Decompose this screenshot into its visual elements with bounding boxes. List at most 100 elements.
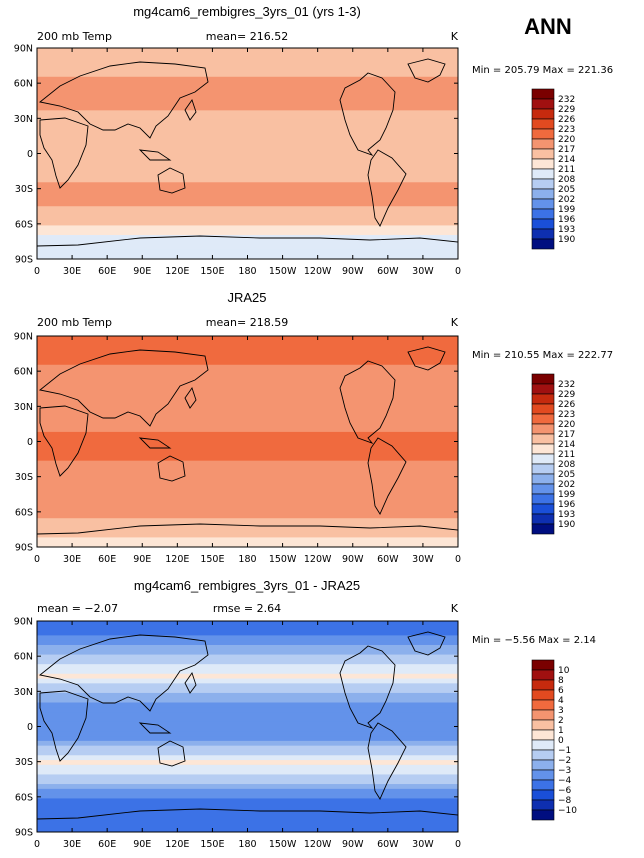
y-tick-label: 0 (27, 437, 33, 448)
map-band (37, 707, 458, 713)
map-band (37, 644, 458, 651)
map-band (37, 388, 458, 395)
colorbar-box (531, 493, 555, 505)
colorbar-box (531, 769, 555, 781)
colorbar-box (531, 799, 555, 811)
colorbar-box (531, 413, 555, 425)
map-band (37, 57, 458, 63)
colorbar-label: 2 (558, 716, 564, 726)
map-band (37, 412, 458, 419)
colorbar-label: −4 (558, 776, 572, 786)
map-band (37, 124, 458, 131)
colorbar-label: 0 (558, 736, 564, 746)
map-band (37, 475, 458, 481)
map-band (37, 115, 458, 121)
x-tick-label: 120W (304, 554, 332, 565)
map-band (37, 196, 458, 203)
map-band (37, 191, 458, 198)
map-band (37, 479, 458, 486)
colorbar-label: 229 (558, 105, 575, 115)
map-band (37, 788, 458, 795)
map-band (37, 225, 458, 231)
colorbar-label: 1 (558, 726, 564, 736)
colorbar-box (531, 523, 555, 535)
panel-3-units: K (451, 602, 459, 615)
y-tick-label: 30N (14, 402, 33, 413)
x-tick-label: 30W (412, 266, 434, 277)
colorbar-box (531, 443, 555, 455)
colorbar-label: 214 (558, 155, 575, 165)
map-band (37, 172, 458, 179)
map-band (37, 678, 458, 684)
y-tick-label: 60S (15, 792, 33, 803)
y-tick-label: 30N (14, 687, 33, 698)
map-band (37, 220, 458, 227)
y-tick-label: 90S (15, 543, 33, 554)
map-band (37, 692, 458, 699)
map-band (37, 67, 458, 73)
colorbar-label: 211 (558, 450, 575, 460)
map-band (37, 244, 458, 251)
colorbar-label: 223 (558, 410, 575, 420)
colorbar-label: 193 (558, 225, 575, 235)
map-band (37, 455, 458, 462)
colorbar-label: 193 (558, 510, 575, 520)
map-band (37, 359, 458, 366)
panel-1-title: mg4cam6_rembigres_3yrs_01 (yrs 1-3) (133, 4, 361, 19)
panel-1-colorbar: 2322292262232202172142112082052021991961… (531, 88, 575, 250)
colorbar-label: 220 (558, 135, 575, 145)
colorbar-label: 232 (558, 380, 575, 390)
map-band (37, 379, 458, 385)
map-band (37, 62, 458, 68)
colorbar-box (531, 383, 555, 395)
colorbar-label: 205 (558, 470, 575, 480)
map-band (37, 764, 458, 771)
map-band (37, 745, 458, 752)
panel-1-units: K (451, 30, 459, 43)
map-band (37, 654, 458, 660)
map-band (37, 740, 458, 747)
colorbar-box (531, 118, 555, 130)
map-band (37, 143, 458, 150)
colorbar-label: 202 (558, 195, 575, 205)
map-band (37, 817, 458, 824)
colorbar-box (531, 128, 555, 140)
map-band (37, 446, 458, 452)
map-band (37, 721, 458, 728)
y-tick-label: 90N (14, 44, 33, 55)
colorbar-box (531, 709, 555, 721)
map-band (37, 822, 458, 828)
panel-2-mean: mean= 218.59 (206, 316, 288, 329)
x-tick-label: 60W (377, 839, 399, 850)
season-label: ANN (524, 14, 572, 39)
panel-1-mean: mean= 216.52 (206, 30, 288, 43)
map-band (37, 206, 458, 212)
colorbar-label: 199 (558, 205, 575, 215)
colorbar-label: 196 (558, 500, 575, 510)
map-band (37, 158, 458, 164)
map-band (37, 793, 458, 800)
x-tick-label: 30E (63, 839, 81, 850)
y-tick-label: 0 (27, 722, 33, 733)
map-band (37, 403, 458, 409)
map-band (37, 374, 458, 380)
x-tick-label: 150E (200, 554, 224, 565)
colorbar-box (531, 88, 555, 100)
map-band (37, 187, 458, 193)
x-tick-label: 60E (98, 839, 116, 850)
colorbar-label: 220 (558, 420, 575, 430)
map-band (37, 779, 458, 785)
x-tick-label: 30E (63, 266, 81, 277)
x-tick-label: 90E (133, 554, 151, 565)
colorbar-box (531, 789, 555, 801)
y-tick-label: 0 (27, 149, 33, 160)
colorbar-box (531, 513, 555, 525)
panel-2-left-label: 200 mb Temp (37, 316, 112, 329)
y-tick-label: 30S (15, 184, 33, 195)
y-tick-label: 30S (15, 757, 33, 768)
colorbar-label: −8 (558, 796, 572, 806)
map-band (37, 215, 458, 222)
colorbar-box (531, 689, 555, 701)
map-band (37, 673, 458, 680)
